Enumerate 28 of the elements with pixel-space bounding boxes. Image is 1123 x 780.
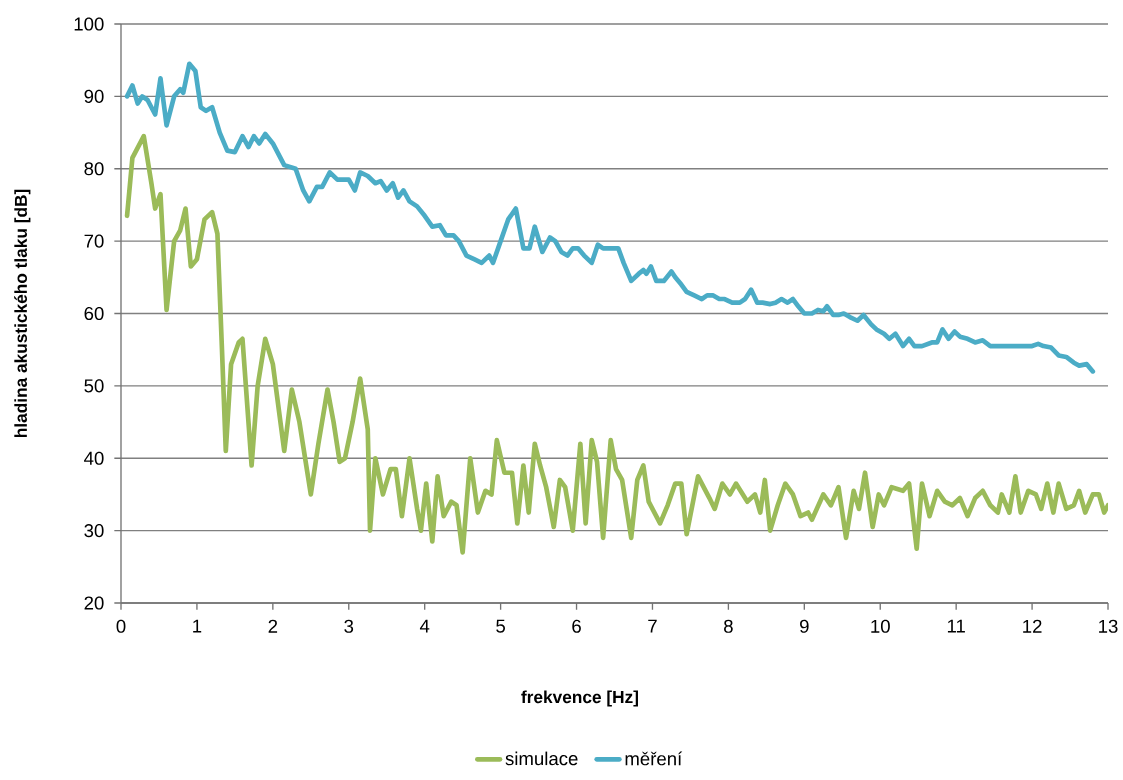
x-axis-title: frekvence [Hz] xyxy=(521,690,638,707)
x-tick-label: 8 xyxy=(724,619,733,633)
x-tick-label: 0 xyxy=(116,619,126,633)
y-axis-title: hladina akustického tlaku [dB] xyxy=(14,189,31,438)
y-tick-label: 70 xyxy=(84,234,104,248)
y-tick-label: 80 xyxy=(84,162,104,176)
x-tick-label: 5 xyxy=(496,619,506,633)
x-tick-label: 4 xyxy=(419,619,430,633)
x-tick-label: 3 xyxy=(344,619,354,633)
legend-label: simulace xyxy=(505,751,578,766)
y-tick-label: 60 xyxy=(84,306,104,321)
x-tick-label: 9 xyxy=(800,619,809,633)
x-tick-label: 13 xyxy=(1099,619,1118,633)
x-tick-label: 6 xyxy=(572,619,581,633)
x-tick-label: 10 xyxy=(871,619,890,633)
y-tick-label: 90 xyxy=(84,89,104,103)
x-tick-label: 11 xyxy=(947,619,965,633)
x-tick-label: 2 xyxy=(268,619,278,633)
x-tick-label: 7 xyxy=(648,619,657,633)
legend-label: měření xyxy=(625,751,683,766)
y-tick-label: 40 xyxy=(84,451,104,465)
y-tick-label: 50 xyxy=(84,379,104,393)
y-tick-label: 30 xyxy=(84,524,104,538)
y-tick-label: 100 xyxy=(74,17,104,31)
line-series xyxy=(124,133,1109,555)
x-tick-label: 1 xyxy=(193,619,202,633)
y-tick-label: 20 xyxy=(84,596,104,610)
x-tick-label: 12 xyxy=(1023,619,1042,633)
